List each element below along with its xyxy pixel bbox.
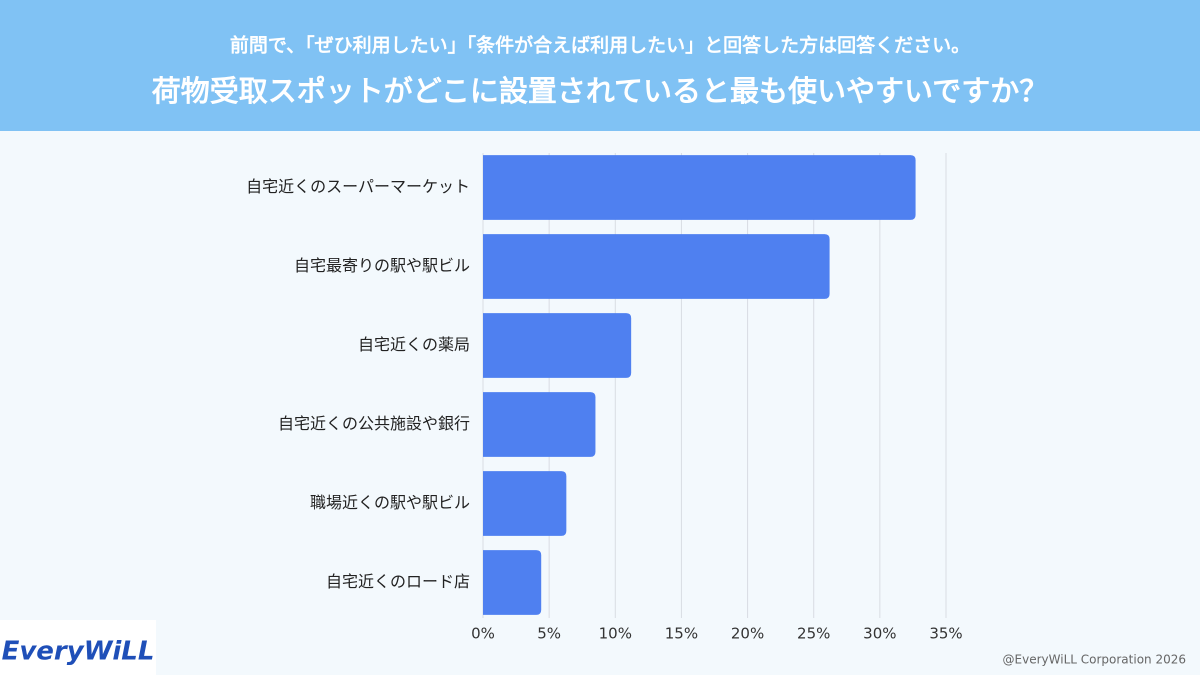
y-tick-label: 自宅近くの公共施設や銀行 <box>278 414 470 433</box>
x-tick-label: 30% <box>863 625 896 643</box>
y-tick-label: 自宅近くの薬局 <box>358 335 470 354</box>
x-tick-label: 0% <box>471 625 495 643</box>
credit: @EveryWiLL Corporation 2026 <box>1003 653 1186 667</box>
x-tick-label: 15% <box>665 625 698 643</box>
x-tick-label: 25% <box>797 625 830 643</box>
x-tick-label: 10% <box>599 625 632 643</box>
x-tick-label: 20% <box>731 625 764 643</box>
chart-title: 荷物受取スポットがどこに設置されていると最も使いやすいですか？ <box>152 74 1048 108</box>
y-tick-label: 自宅最寄りの駅や駅ビル <box>294 256 470 275</box>
y-tick-label: 自宅近くのロード店 <box>326 572 470 591</box>
bar <box>483 234 830 299</box>
bar <box>483 313 632 378</box>
x-tick-label: 35% <box>929 625 962 643</box>
y-tick-label: 職場近くの駅や駅ビル <box>310 493 470 512</box>
logo-box <box>0 620 156 675</box>
bar <box>483 550 542 615</box>
chart-subtitle: 前問で、「ぜひ利用したい」「条件が合えば利用したい」と回答した方は回答ください。 <box>230 34 970 57</box>
bar <box>483 471 567 536</box>
logo: EveryWiLL <box>2 637 155 667</box>
x-tick-label: 5% <box>537 625 561 643</box>
bar <box>483 155 916 220</box>
header-band <box>0 0 1200 131</box>
bar <box>483 392 596 457</box>
y-tick-label: 自宅近くのスーパーマーケット <box>246 177 470 196</box>
